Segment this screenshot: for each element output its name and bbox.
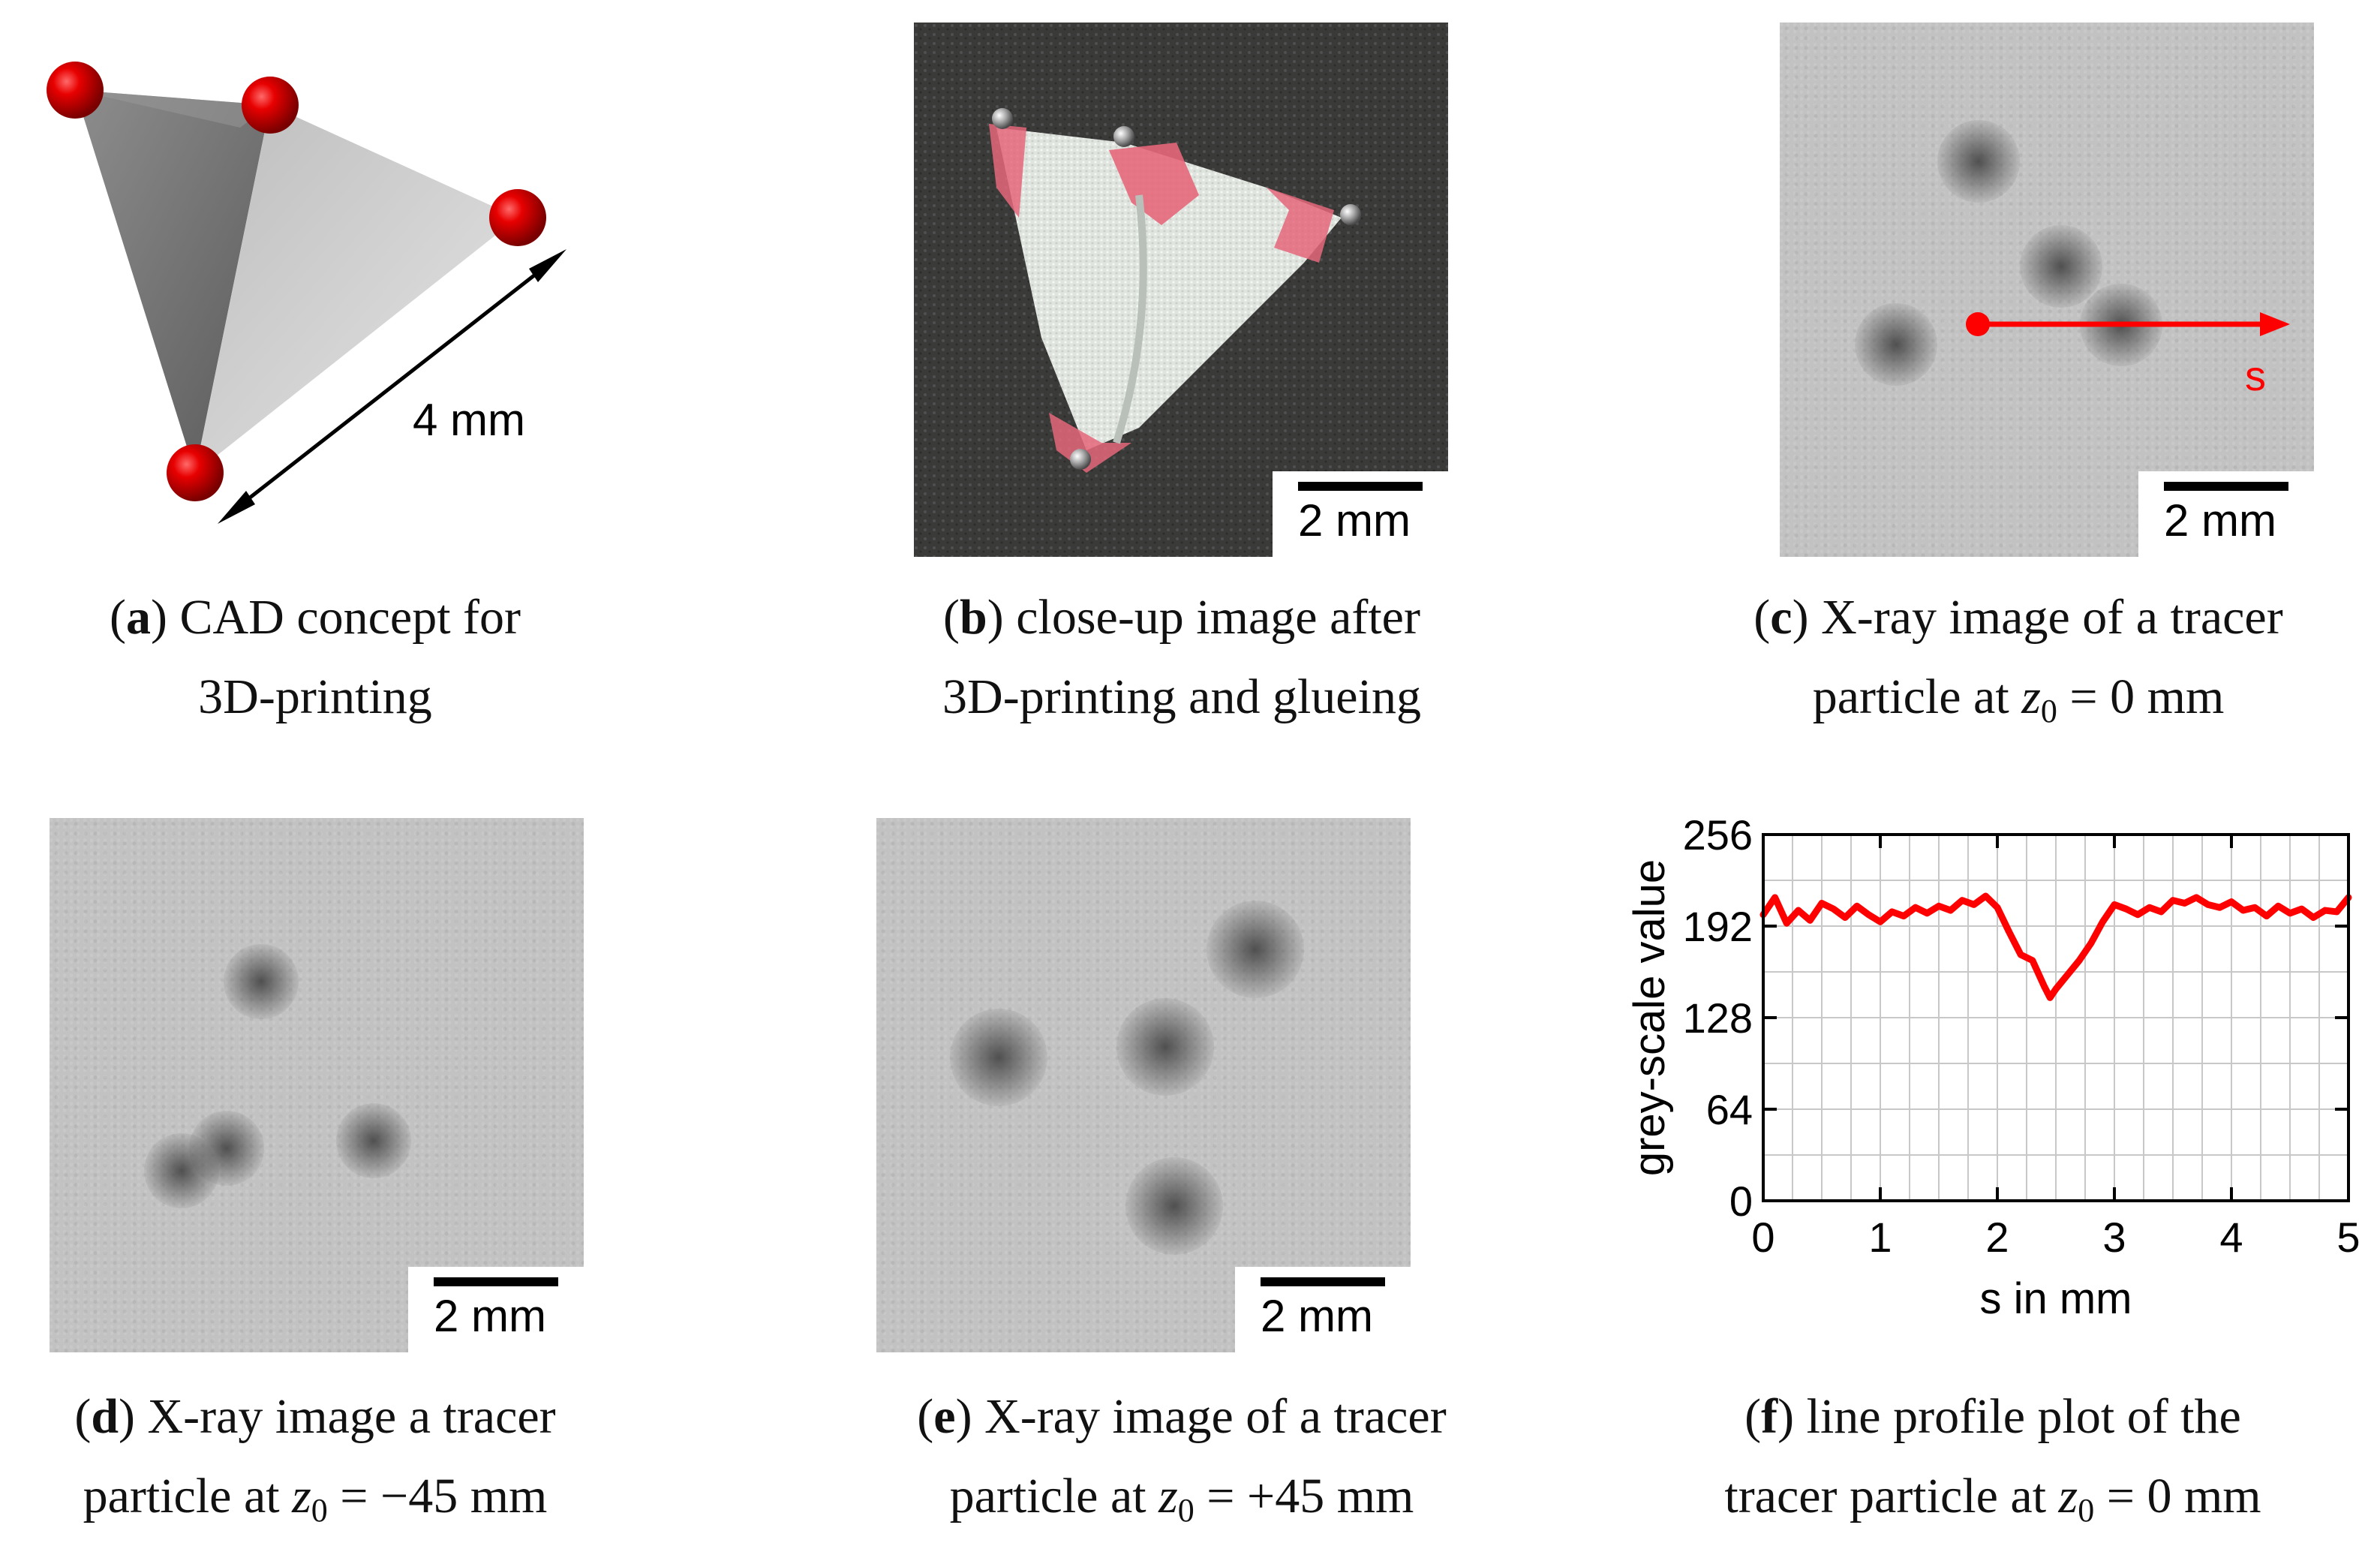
tracer-sphere-shadow	[336, 1103, 411, 1178]
scale-bar	[2164, 482, 2288, 491]
grid	[1762, 834, 2349, 1202]
sphere-marker	[167, 444, 224, 501]
tracer-sphere-shadow	[1855, 303, 1937, 386]
x-tick-label: 1	[1868, 1214, 1892, 1261]
steel-ball	[1340, 204, 1361, 225]
sphere-marker	[47, 62, 104, 119]
y-tick-label: 128	[1683, 994, 1753, 1042]
tetrahedron	[75, 90, 518, 473]
x-tick-label: 2	[1985, 1214, 2009, 1261]
printed-tetrahedron	[989, 124, 1342, 473]
series	[1759, 892, 2352, 1001]
scale-label: 2 mm	[1298, 495, 1411, 546]
tick-labels: 0 1 2 3 4 5 0 64 128 192 256	[1683, 811, 2360, 1261]
tracer-sphere-shadow	[144, 1133, 219, 1208]
caption-c: (c) X-ray image of a tracer particle at …	[1753, 590, 2283, 729]
x-tick-label: 4	[2219, 1214, 2243, 1261]
caption-b: (b) close-up image after 3D-printing and…	[942, 590, 1421, 724]
xray-image-z0-0: s 2 mm	[1780, 23, 2314, 557]
caption-a: (a) CAD concept for 3D-printing	[110, 590, 521, 724]
sphere-marker	[242, 77, 299, 134]
cad-concept-figure: 4 mm	[47, 62, 566, 524]
tracer-sphere-shadow	[1207, 901, 1304, 998]
series-line	[1759, 892, 2352, 1001]
scale-label: 2 mm	[2164, 495, 2276, 546]
scale-bar	[434, 1277, 558, 1286]
dimension-arrow	[218, 249, 566, 524]
plot-frame	[1762, 833, 2350, 1202]
steel-ball	[992, 108, 1013, 129]
scale-bar-box: 2 mm	[408, 1267, 584, 1352]
y-tick-label: 0	[1729, 1178, 1753, 1225]
caption-f: (f) line profile plot of the tracer part…	[1724, 1389, 2261, 1529]
y-tick-label: 192	[1683, 903, 1753, 950]
caption-e: (e) X-ray image of a tracer particle at …	[917, 1389, 1447, 1529]
scale-bar-box: 2 mm	[1273, 471, 1448, 557]
x-tick-label: 0	[1751, 1214, 1774, 1261]
line-profile-arrow	[1966, 312, 2290, 336]
sphere-marker	[489, 189, 546, 246]
scale-bar-box: 2 mm	[2138, 471, 2314, 557]
scale-label: 2 mm	[434, 1291, 546, 1341]
line-profile-chart: 0 1 2 3 4 5 0 64 128 192 256 s in mm grey-scale va…	[1625, 811, 2360, 1323]
tracer-sphere-shadow	[1116, 998, 1214, 1096]
dimension-label: 4 mm	[413, 395, 525, 445]
caption-d: (d) X-ray image a tracer particle at z0 …	[74, 1389, 556, 1529]
scale-bar-box: 2 mm	[1235, 1267, 1411, 1352]
photo-closeup: 2 mm	[914, 23, 1448, 557]
tracer-sphere-shadow	[950, 1009, 1047, 1106]
scale-bar	[1298, 482, 1423, 491]
x-tick-label: 5	[2336, 1214, 2360, 1261]
arrow-label: s	[2245, 352, 2266, 399]
xray-image-z0-plus45: 2 mm	[876, 818, 1411, 1352]
steel-ball	[1070, 449, 1091, 470]
scale-label: 2 mm	[1261, 1291, 1373, 1341]
x-axis-label: s in mm	[1980, 1274, 2132, 1323]
y-tick-label: 256	[1683, 811, 1753, 859]
xray-image-z0-minus45: 2 mm	[50, 818, 584, 1352]
y-tick-label: 64	[1706, 1086, 1753, 1133]
scale-bar	[1261, 1277, 1385, 1286]
steel-ball	[1113, 126, 1134, 147]
tracer-sphere-shadow	[224, 944, 299, 1019]
y-axis-label: grey-scale value	[1625, 859, 1674, 1176]
x-tick-label: 3	[2102, 1214, 2126, 1261]
tracer-sphere-shadow	[1125, 1157, 1223, 1255]
tracer-sphere-shadow	[1937, 120, 2020, 203]
tracer-sphere-shadow	[2020, 225, 2102, 308]
